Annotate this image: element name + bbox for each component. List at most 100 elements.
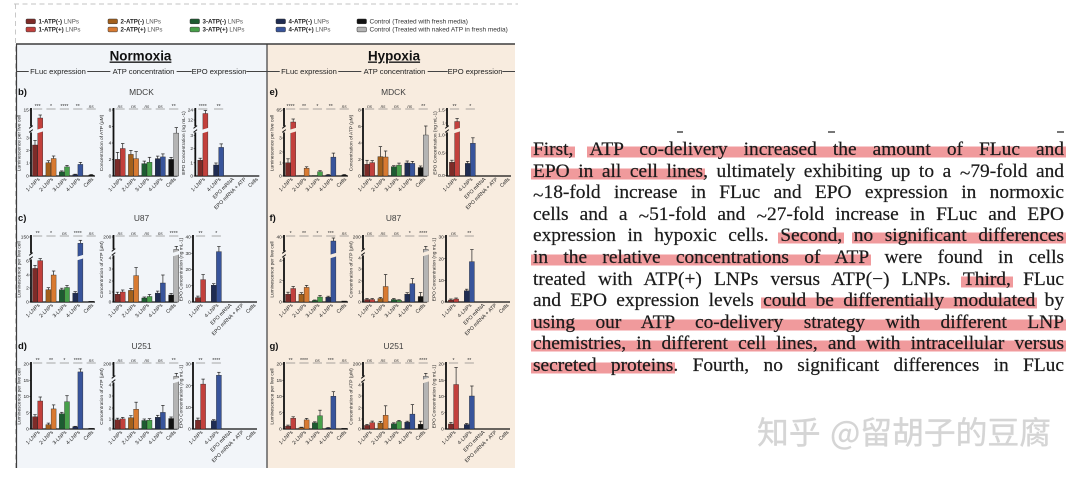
svg-text:ATP concentration: ATP concentration [364, 67, 426, 76]
svg-text:EPO Concentration (ng mL-1): EPO Concentration (ng mL-1) [433, 111, 439, 175]
svg-text:****: **** [199, 104, 207, 110]
svg-text:4-ATP(-) LNPs: 4-ATP(-) LNPs [289, 19, 329, 26]
svg-text:**: ** [452, 104, 456, 110]
svg-text:3-ATP(-) LNPs: 3-ATP(-) LNPs [203, 19, 243, 26]
svg-text:Control (Treated with naked AT: Control (Treated with naked ATP in fresh… [370, 27, 508, 34]
svg-text:6: 6 [109, 124, 112, 130]
svg-text:FLuc expression: FLuc expression [30, 67, 86, 76]
svg-text:200: 200 [103, 362, 111, 368]
svg-text:Luminescence per live cell: Luminescence per live cell [270, 115, 276, 171]
svg-text:30: 30 [438, 235, 444, 241]
svg-text:200: 200 [353, 362, 361, 368]
svg-text:ns: ns [158, 358, 164, 363]
svg-text:8: 8 [109, 108, 112, 114]
svg-text:ns: ns [342, 231, 348, 236]
svg-text:***: *** [328, 358, 334, 364]
svg-text:3-ATP(+) LNPs: 3-ATP(+) LNPs [203, 27, 245, 34]
svg-text:3: 3 [358, 394, 361, 400]
svg-text:Concentration of ATP (µM): Concentration of ATP (µM) [99, 114, 105, 171]
svg-text:MDCK: MDCK [381, 87, 406, 97]
svg-text:Concentration of ATP (µM): Concentration of ATP (µM) [99, 368, 105, 425]
svg-text:****: **** [300, 358, 308, 364]
svg-text:g): g) [270, 341, 279, 352]
svg-text:20: 20 [438, 362, 444, 368]
svg-text:Luminescence per live cell: Luminescence per live cell [17, 241, 23, 297]
svg-text:0: 0 [26, 174, 29, 180]
svg-text:Concentration of ATP (µM): Concentration of ATP (µM) [99, 241, 105, 298]
svg-text:3: 3 [26, 136, 29, 142]
svg-text:5: 5 [441, 410, 444, 416]
svg-text:2: 2 [358, 406, 361, 412]
svg-text:e): e) [270, 87, 278, 98]
svg-text:**: ** [302, 231, 306, 237]
svg-text:EPO Concentration (ng mL-1): EPO Concentration (ng mL-1) [179, 237, 185, 301]
svg-text:Luminescence per live cell: Luminescence per live cell [17, 368, 23, 424]
svg-text:ns: ns [118, 358, 124, 363]
svg-text:*: * [290, 231, 292, 237]
svg-text:ns: ns [367, 104, 373, 109]
svg-text:200: 200 [103, 235, 111, 241]
svg-text:0.5: 0.5 [438, 151, 445, 157]
svg-text:40: 40 [185, 235, 191, 241]
svg-text:Concentration of ATP (µM): Concentration of ATP (µM) [349, 241, 355, 298]
svg-text:15: 15 [23, 108, 29, 114]
svg-text:0: 0 [188, 427, 191, 433]
svg-text:ns: ns [144, 104, 150, 109]
svg-text:30: 30 [185, 251, 191, 257]
svg-text:Luminescence per live cell: Luminescence per live cell [17, 115, 23, 171]
svg-text:5: 5 [26, 410, 29, 416]
svg-text:Control (Treated with fresh me: Control (Treated with fresh media) [370, 19, 468, 26]
svg-text:ns: ns [89, 104, 95, 109]
svg-text:b): b) [18, 87, 27, 98]
svg-text:10: 10 [276, 394, 282, 400]
svg-text:2: 2 [358, 157, 361, 163]
svg-text:Luminescence per live cell: Luminescence per live cell [270, 241, 276, 297]
svg-text:**: ** [172, 104, 176, 110]
svg-text:2: 2 [109, 279, 112, 285]
svg-text:3: 3 [109, 394, 112, 400]
svg-text:1-ATP(-) LNPs: 1-ATP(-) LNPs [39, 19, 79, 26]
svg-text:0.0: 0.0 [438, 173, 445, 179]
svg-text:****: **** [170, 231, 178, 237]
svg-text:24: 24 [188, 108, 194, 114]
svg-text:1: 1 [26, 161, 29, 167]
svg-text:Hypoxia: Hypoxia [368, 49, 421, 64]
svg-text:1-ATP(+) LNPs: 1-ATP(+) LNPs [39, 27, 81, 34]
svg-text:ns: ns [118, 231, 124, 236]
svg-text:ns: ns [315, 358, 321, 363]
svg-text:ns: ns [144, 231, 150, 236]
svg-text:2: 2 [358, 279, 361, 285]
svg-text:**: ** [198, 231, 202, 237]
svg-text:*: * [316, 231, 318, 237]
svg-text:U251: U251 [131, 341, 151, 351]
svg-text:2: 2 [109, 406, 112, 412]
svg-text:ns: ns [89, 231, 95, 236]
svg-text:6: 6 [26, 259, 29, 265]
svg-text:15: 15 [438, 378, 444, 384]
svg-text:ns: ns [131, 104, 137, 109]
svg-text:ns: ns [118, 104, 124, 109]
svg-text:0: 0 [188, 300, 191, 306]
svg-text:65: 65 [276, 108, 282, 114]
svg-text:ns: ns [407, 358, 413, 363]
svg-text:*: * [452, 358, 454, 364]
svg-text:10: 10 [185, 405, 191, 411]
svg-text:30: 30 [185, 362, 191, 368]
svg-text:6: 6 [358, 124, 361, 130]
svg-text:ns: ns [381, 358, 387, 363]
svg-text:1: 1 [109, 417, 112, 423]
svg-text:ns: ns [158, 104, 164, 109]
svg-text:1: 1 [358, 417, 361, 423]
svg-text:ns: ns [158, 231, 164, 236]
svg-text:3: 3 [279, 136, 282, 142]
svg-text:ns: ns [131, 231, 137, 236]
svg-text:150: 150 [21, 235, 29, 241]
svg-text:0: 0 [190, 174, 193, 180]
svg-text:U87: U87 [386, 213, 402, 223]
svg-text:0: 0 [279, 427, 282, 433]
svg-text:0: 0 [358, 300, 361, 306]
svg-text:ns: ns [407, 104, 413, 109]
svg-text:****: **** [74, 358, 82, 364]
svg-text:4: 4 [109, 383, 112, 389]
svg-text:EPO expression: EPO expression [192, 67, 247, 76]
